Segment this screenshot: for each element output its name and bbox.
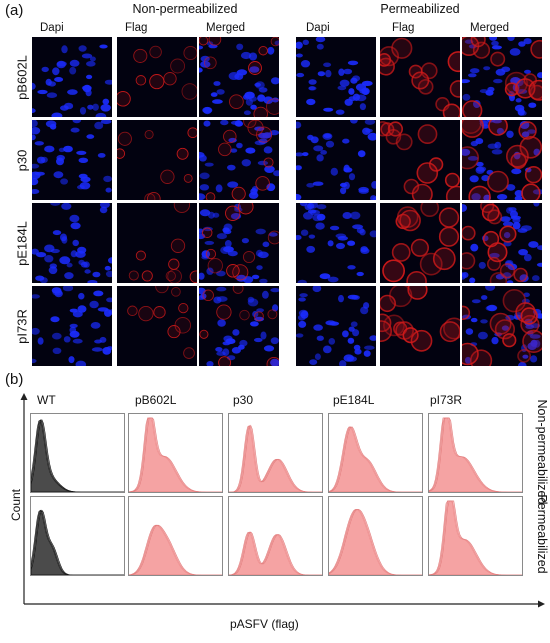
histogram-curve xyxy=(329,426,422,492)
micrograph-flag xyxy=(380,203,460,283)
y-axis-label: Count xyxy=(9,488,23,522)
micrograph-dapi xyxy=(296,120,376,200)
micrograph-merged xyxy=(199,37,279,117)
histogram-curve xyxy=(31,510,124,575)
micrograph-merged xyxy=(462,120,542,200)
histogram-panel xyxy=(428,413,523,493)
col-title-dapi: Dapi xyxy=(306,22,330,34)
histogram-panel xyxy=(228,413,323,493)
histogram-curve xyxy=(129,417,222,492)
histogram-curve xyxy=(31,509,124,575)
y-axis-arrow xyxy=(20,393,28,400)
micrograph-dapi xyxy=(32,203,112,283)
histogram-curve xyxy=(429,417,522,492)
row-label-pb602l: pB602L xyxy=(14,55,30,100)
x-axis-arrow xyxy=(538,600,545,608)
micrograph-dapi xyxy=(296,37,376,117)
histogram-curve xyxy=(31,418,124,492)
col-title-flag: Flag xyxy=(125,22,148,34)
col-title-merged: Merged xyxy=(470,22,509,34)
histogram-curve xyxy=(229,424,322,492)
histogram-panel xyxy=(328,413,423,493)
histogram-panel xyxy=(128,496,223,576)
hist-title-pb602l: pB602L xyxy=(135,393,177,407)
histogram-curve xyxy=(329,508,422,575)
micrograph-flag xyxy=(380,37,460,117)
micrograph-flag xyxy=(117,203,197,283)
histogram-curve xyxy=(229,531,322,575)
micrograph-merged xyxy=(462,286,542,366)
micrograph-dapi xyxy=(32,120,112,200)
row-label-p30: p30 xyxy=(14,149,30,172)
histogram-curve xyxy=(31,509,124,575)
micrograph-dapi xyxy=(296,286,376,366)
condition-label-permeabilized: Permeabilized xyxy=(535,494,549,574)
hist-title-wt: WT xyxy=(37,393,56,407)
hist-title-pe184l: pE184L xyxy=(333,393,375,407)
col-title-flag: Flag xyxy=(392,22,415,34)
histogram-curve xyxy=(129,524,222,575)
micrograph-merged xyxy=(199,203,279,283)
group-title-non-permeabilized: Non-permeabilized xyxy=(132,2,238,16)
micrograph-dapi xyxy=(296,203,376,283)
histogram-panel xyxy=(30,496,125,576)
micrograph-flag xyxy=(117,37,197,117)
micrograph-merged xyxy=(462,37,542,117)
row-label-pe184l: pE184L xyxy=(14,221,30,266)
histogram-panel xyxy=(228,496,323,576)
micrograph-flag xyxy=(380,286,460,366)
col-title-merged: Merged xyxy=(206,22,245,34)
histogram-panel xyxy=(428,496,523,576)
micrograph-merged xyxy=(199,286,279,366)
col-title-dapi: Dapi xyxy=(40,22,64,34)
micrograph-dapi xyxy=(32,286,112,366)
panel-b-label: (b) xyxy=(5,371,24,388)
histogram-panel xyxy=(30,413,125,493)
hist-title-p30: p30 xyxy=(233,393,254,407)
micrograph-flag xyxy=(117,120,197,200)
histogram-curve xyxy=(429,500,522,575)
micrograph-flag xyxy=(117,286,197,366)
panel-a-label: (a) xyxy=(5,2,24,19)
group-title-permeabilized: Permeabilized xyxy=(380,2,460,16)
hist-title-pi73r: pI73R xyxy=(430,393,463,407)
row-label-pi73r: pI73R xyxy=(14,309,30,344)
micrograph-dapi xyxy=(32,37,112,117)
histogram-panel xyxy=(128,413,223,493)
micrograph-merged xyxy=(199,120,279,200)
x-axis-label: pASFV (flag) xyxy=(230,617,299,631)
histogram-panel xyxy=(328,496,423,576)
micrograph-flag xyxy=(380,120,460,200)
micrograph-merged xyxy=(462,203,542,283)
